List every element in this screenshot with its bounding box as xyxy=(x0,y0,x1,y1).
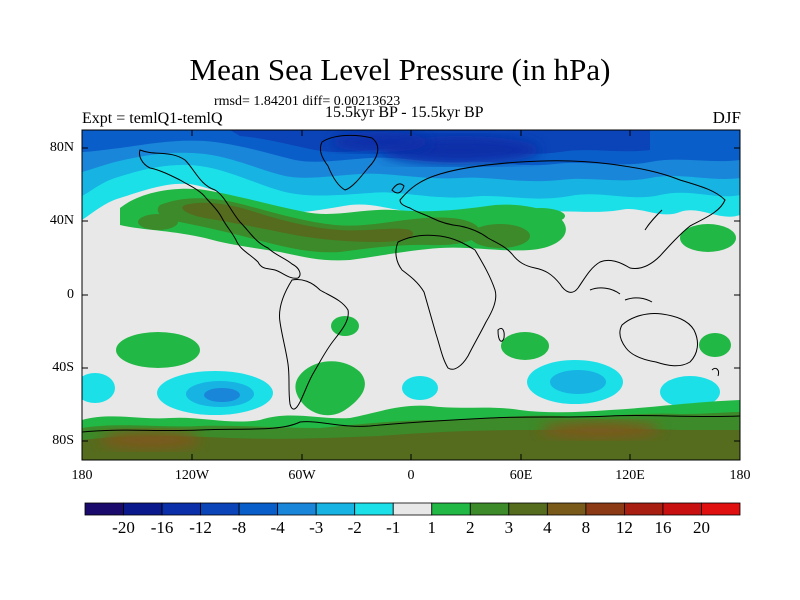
x-tick-120w: 120W xyxy=(174,468,210,483)
colorbar-swatch xyxy=(392,502,433,516)
season-label: DJF xyxy=(712,108,741,127)
colorbar-label: -2 xyxy=(347,518,362,537)
coast-africa xyxy=(395,234,497,370)
colorbar-swatch xyxy=(354,502,394,516)
greenland-low-core xyxy=(330,132,430,152)
colorbar-label: -8 xyxy=(232,518,247,537)
x-tick-60w: 60W xyxy=(288,468,316,483)
antarctic-core xyxy=(100,430,200,450)
colorbar-swatch xyxy=(431,502,471,516)
x-tick-0: 0 xyxy=(407,468,415,483)
south-atlantic-low xyxy=(402,376,438,400)
y-tick-40s: 40S xyxy=(52,360,74,375)
pressure-field xyxy=(82,130,740,460)
x-tick-180w: 180 xyxy=(71,468,93,483)
colorbar-label: 16 xyxy=(654,518,672,537)
colorbar-label: 20 xyxy=(692,518,710,537)
east-asia-green xyxy=(470,224,530,248)
south-pacific-low-core xyxy=(204,388,240,402)
colorbar-label: 3 xyxy=(504,518,514,537)
madagascar-green xyxy=(501,332,549,360)
colorbar-swatch xyxy=(662,502,702,516)
x-tick-60e: 60E xyxy=(509,468,533,483)
y-tick-0: 0 xyxy=(67,287,74,302)
colorbar-label: 12 xyxy=(615,518,633,537)
coast-antarctica xyxy=(82,414,740,433)
y-tick-80s: 80S xyxy=(52,433,74,448)
coast-indonesia xyxy=(589,287,653,303)
y-tick-40n: 40N xyxy=(49,213,74,228)
colorbar-swatch xyxy=(238,502,279,516)
west-pacific-low xyxy=(82,373,115,403)
colorbar-swatch xyxy=(200,502,240,516)
x-tick-120e: 120E xyxy=(615,468,645,483)
colorbar-label: -4 xyxy=(270,518,285,537)
north-america-brown xyxy=(182,202,414,242)
coast-japan xyxy=(644,209,663,231)
coast-australia xyxy=(619,313,698,367)
australia-south-low xyxy=(660,376,720,408)
antarctic-core-east xyxy=(540,421,660,439)
colorbar-label: -1 xyxy=(386,518,401,537)
colorbar-label: -3 xyxy=(309,518,324,537)
pacific-small-green xyxy=(138,214,178,230)
coast-greenland xyxy=(319,134,379,191)
coast-north-america xyxy=(139,149,301,279)
colorbar xyxy=(84,502,741,516)
period-label: 15.5kyr BP - 15.5kyr BP xyxy=(325,104,484,121)
colorbar-swatch xyxy=(585,502,625,516)
mediterranean-green xyxy=(515,208,565,224)
coast-madagascar xyxy=(497,327,505,342)
colorbar-label: -16 xyxy=(150,518,174,537)
coastlines xyxy=(82,134,740,433)
colorbar-label: 4 xyxy=(543,518,552,537)
colorbar-label: 8 xyxy=(581,518,591,537)
chart-title: Mean Sea Level Pressure (in hPa) xyxy=(189,52,611,87)
indian-low-inner xyxy=(550,370,606,394)
colorbar-swatch xyxy=(546,502,587,516)
coast-new-zealand xyxy=(711,367,719,377)
x-tick-180e: 180 xyxy=(729,468,751,483)
colorbar-swatch xyxy=(469,502,510,516)
colorbar-swatch xyxy=(84,502,124,516)
colorbar-swatch xyxy=(701,502,741,516)
y-tick-80n: 80N xyxy=(49,140,74,155)
coast-eurasia xyxy=(399,160,726,293)
coast-uk xyxy=(391,183,405,194)
colorbar-swatch xyxy=(123,502,163,516)
colorbar-swatch xyxy=(508,502,548,516)
colorbar-swatch xyxy=(315,502,356,516)
south-pacific-green xyxy=(116,332,200,368)
coast-south-america xyxy=(279,279,349,410)
colorbar-label: 2 xyxy=(466,518,475,537)
axis-ticks xyxy=(81,130,741,460)
south-indian-green xyxy=(699,333,731,357)
experiment-label: Expt = temlQ1-temlQ xyxy=(82,110,223,127)
colorbar-label: 1 xyxy=(427,518,437,537)
colorbar-swatch xyxy=(277,502,317,516)
colorbar-label: -20 xyxy=(112,518,135,537)
stats-line: rmsd= 1.84201 diff= 0.00213623 xyxy=(214,94,401,109)
colorbar-label: -12 xyxy=(189,518,212,537)
colorbar-swatch xyxy=(624,502,664,516)
colorbar-swatch xyxy=(161,502,201,516)
equatorial-atlantic-green xyxy=(331,316,359,336)
west-pacific-green xyxy=(680,224,736,252)
